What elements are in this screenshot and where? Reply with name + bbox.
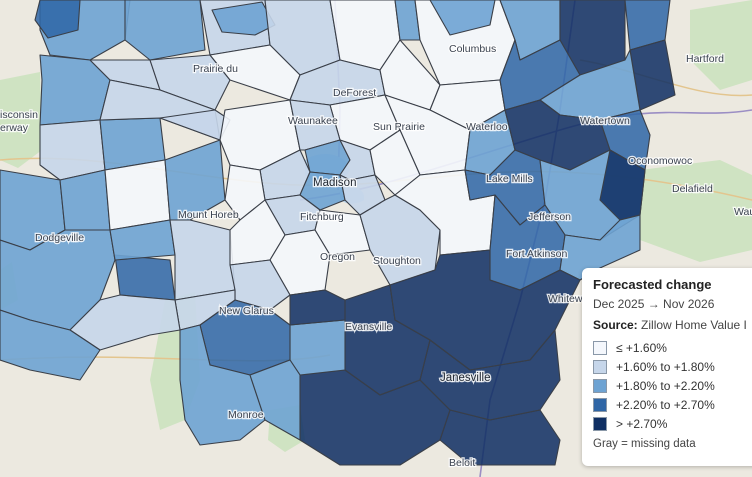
legend-source-label: Source: <box>593 318 638 332</box>
label-wisconsin-heritage: isconsin <box>0 109 38 121</box>
place-labels: Hartford Columbus Prairie du DeForest Wa… <box>0 42 752 471</box>
region-tier-2[interactable] <box>69 294 181 351</box>
label-waterloo: Waterloo <box>466 121 508 133</box>
label-oconomowoc: Oconomowoc <box>628 155 692 167</box>
legend-item: +2.20% to +2.70% <box>593 395 752 414</box>
region-tier-4[interactable] <box>114 254 176 301</box>
legend-source: Source: Zillow Home Value I <box>593 318 752 332</box>
legend-items: ≤ +1.60% +1.60% to +1.80% +1.80% to +2.20%… <box>593 338 752 433</box>
label-hartford: Hartford <box>686 53 724 65</box>
label-monroe: Monroe <box>228 409 264 421</box>
legend-item-label: ≤ +1.60% <box>616 340 667 355</box>
region-tier-3[interactable] <box>179 324 266 446</box>
label-stoughton: Stoughton <box>373 255 421 267</box>
label-prairie: Prairie du <box>193 63 238 75</box>
region-tier-3[interactable] <box>289 319 346 376</box>
label-mounthoreb: Mount Horeb <box>178 209 239 221</box>
legend-period: Dec 2025 → Nov 2026 <box>593 297 715 311</box>
legend-title: Forecasted change <box>593 277 712 292</box>
map-legend: Forecasted change Dec 2025 → Nov 2026 So… <box>582 268 752 466</box>
region-tier-3[interactable] <box>429 0 496 36</box>
legend-item-label: +1.80% to +2.20% <box>616 378 715 393</box>
label-delafield: Delafield <box>672 183 713 195</box>
legend-item: +1.80% to +2.20% <box>593 376 752 395</box>
region-tier-3[interactable] <box>164 139 226 221</box>
legend-item-label: > +2.70% <box>616 416 668 431</box>
region-tier-1[interactable] <box>314 209 371 256</box>
region-tier-2[interactable] <box>39 119 106 181</box>
region-tier-4[interactable] <box>599 109 651 171</box>
label-deforest: DeForest <box>333 87 376 99</box>
region-tier-3[interactable] <box>249 359 301 441</box>
label-lakemills: Lake Mills <box>486 173 533 185</box>
label-jefferson: Jefferson <box>528 211 571 223</box>
region-tier-5[interactable] <box>439 409 561 466</box>
label-watertown: Watertown <box>580 115 630 127</box>
legend-swatch <box>593 359 607 374</box>
label-fitchburg: Fitchburg <box>300 211 344 223</box>
label-janesville: Janesville <box>440 372 491 384</box>
zip-regions[interactable] <box>0 0 676 466</box>
label-evansville: Evansville <box>345 321 392 333</box>
label-wau: Wau <box>734 206 752 218</box>
label-waunakee: Waunakee <box>288 115 338 127</box>
legend-item: > +2.70% <box>593 414 752 433</box>
legend-swatch <box>593 340 607 355</box>
region-tier-3[interactable] <box>0 309 101 381</box>
label-dodgeville: Dodgeville <box>35 232 84 244</box>
region-tier-2[interactable] <box>169 219 236 301</box>
legend-item-label: +2.20% to +2.70% <box>616 397 715 412</box>
legend-item-label: +1.60% to +1.80% <box>616 359 715 374</box>
region-tier-4[interactable] <box>34 0 81 39</box>
legend-swatch <box>593 397 607 412</box>
label-madison: Madison <box>313 177 356 189</box>
legend-swatch <box>593 378 607 393</box>
region-tier-5[interactable] <box>289 289 346 326</box>
region-tier-3[interactable] <box>211 1 276 36</box>
label-beloit: Beloit <box>449 457 475 469</box>
legend-source-value: Zillow Home Value I <box>641 318 747 332</box>
label-oregon: Oregon <box>320 251 355 263</box>
label-sunprairie: Sun Prairie <box>373 121 425 133</box>
legend-item: +1.60% to +1.80% <box>593 357 752 376</box>
region-tier-2[interactable] <box>149 54 231 111</box>
region-tier-3[interactable] <box>59 169 111 231</box>
legend-item: ≤ +1.60% <box>593 338 752 357</box>
label-columbus: Columbus <box>449 43 496 55</box>
label-whitewater: Whitew <box>548 293 583 305</box>
legend-missing-note: Gray = missing data <box>593 438 696 450</box>
label-newglarus: New Glarus <box>219 305 274 317</box>
label-parkway: erway <box>0 122 29 134</box>
label-fortatkinson: Fort Atkinson <box>506 248 567 260</box>
legend-swatch <box>593 416 607 431</box>
region-tier-3[interactable] <box>124 0 206 61</box>
region-tier-1[interactable] <box>104 159 171 231</box>
